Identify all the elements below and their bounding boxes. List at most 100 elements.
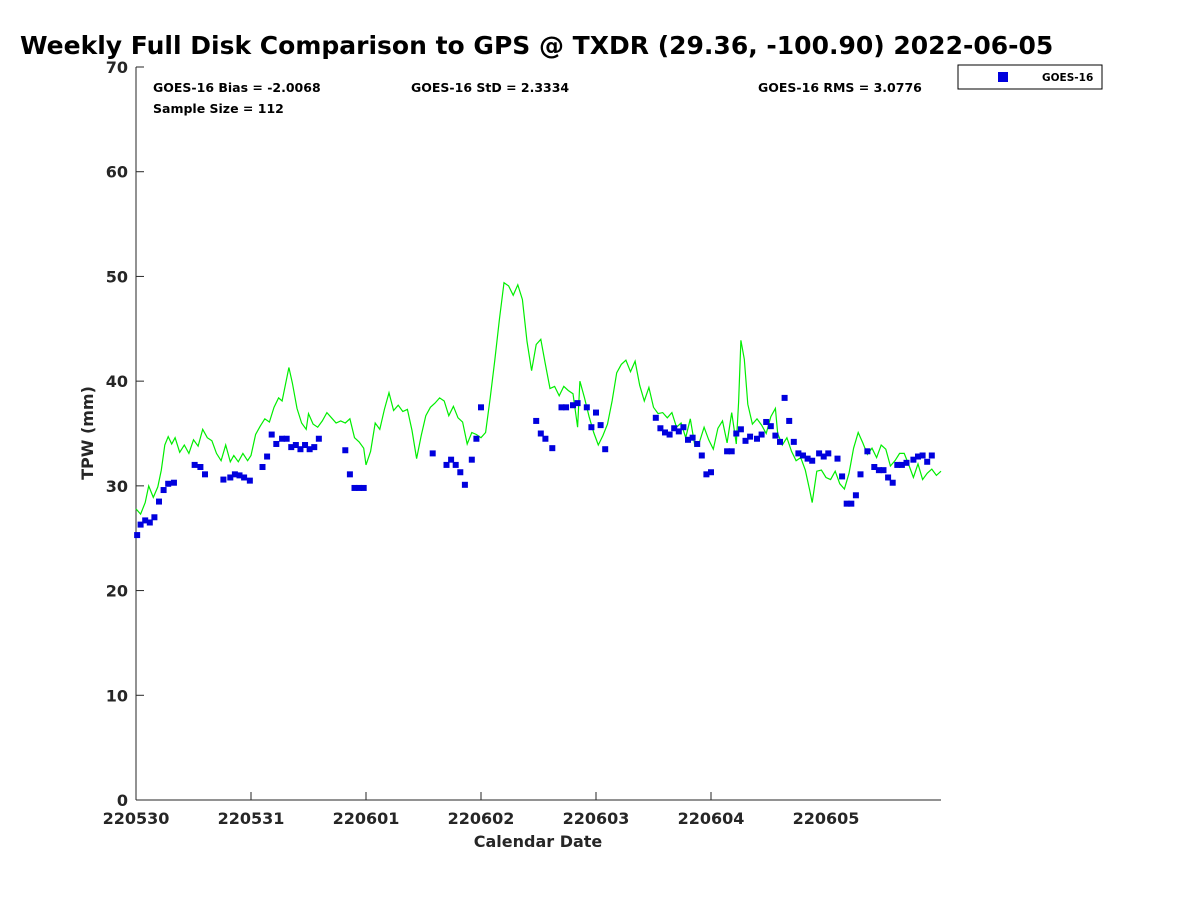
std-stat: GOES-16 StD = 2.3334 xyxy=(411,80,569,95)
x-tick-label: 220603 xyxy=(563,809,630,828)
y-tick-label: 30 xyxy=(106,477,128,496)
legend-box xyxy=(957,64,1103,90)
goes16-point xyxy=(478,404,484,411)
goes16-point xyxy=(843,500,850,507)
goes16-point xyxy=(671,425,678,432)
goes16-point xyxy=(804,455,811,462)
goes16-point xyxy=(360,484,367,491)
goes16-point xyxy=(342,447,349,454)
goes16-point xyxy=(146,519,153,526)
goes16-point xyxy=(790,438,797,445)
goes16-point xyxy=(563,404,570,411)
goes16-point xyxy=(703,471,710,478)
goes16-point xyxy=(292,442,299,449)
x-axis-label: Calendar Date xyxy=(474,832,603,851)
goes16-point xyxy=(315,435,322,442)
goes16-point xyxy=(903,459,910,466)
goes16-point xyxy=(666,431,673,438)
goes16-point xyxy=(273,440,280,447)
goes16-point xyxy=(597,422,604,429)
goes16-point xyxy=(151,514,158,521)
goes16-point xyxy=(885,474,892,481)
goes16-point xyxy=(542,435,549,442)
goes16-point xyxy=(160,487,167,494)
y-tick-label: 70 xyxy=(106,58,128,77)
x-tick-label: 220601 xyxy=(333,809,400,828)
goes16-point xyxy=(356,484,363,491)
goes16-point xyxy=(583,404,590,411)
goes16-point xyxy=(288,444,295,451)
goes16-point xyxy=(231,471,238,478)
goes16-point xyxy=(165,480,172,487)
gps-line xyxy=(135,281,942,516)
goes16-point xyxy=(894,461,901,468)
x-tick-label: 220530 xyxy=(103,809,170,828)
goes16-point xyxy=(443,461,450,468)
goes16-point xyxy=(452,461,459,468)
goes16-point xyxy=(685,436,691,443)
goes16-point xyxy=(772,432,779,439)
legend-marker xyxy=(998,72,1008,82)
goes16-point xyxy=(306,446,313,453)
goes16-point xyxy=(246,477,253,484)
goes16-point xyxy=(733,430,740,437)
goes16-point xyxy=(839,473,846,480)
goes16-point xyxy=(593,409,599,416)
goes16-point xyxy=(457,469,464,476)
chart-title: Weekly Full Disk Comparison to GPS @ TXD… xyxy=(20,31,1053,60)
goes16-point xyxy=(297,446,304,453)
y-tick-label: 50 xyxy=(106,267,128,286)
bias-stat: GOES-16 Bias = -2.0068 xyxy=(153,80,321,95)
goes16-point xyxy=(781,394,788,401)
goes16-point xyxy=(809,457,816,464)
goes16-point xyxy=(302,442,309,449)
goes16-point xyxy=(728,448,735,455)
goes16-point xyxy=(311,444,318,451)
goes16-point xyxy=(875,467,882,474)
y-tick-label: 20 xyxy=(106,582,128,601)
y-axis-label: TPW (mm) xyxy=(78,386,97,480)
plot-area: 0 10 20 30 40 50 60 70 220530 220531 220601 220602 2… xyxy=(103,58,942,828)
goes16-point xyxy=(468,456,475,463)
stats-block: GOES-16 Bias = -2.0068 GOES-16 StD = 2.3… xyxy=(153,80,922,116)
goes16-point xyxy=(915,453,921,460)
goes16-point xyxy=(268,431,275,438)
goes16-point xyxy=(137,521,144,528)
goes16-point xyxy=(197,464,204,471)
goes16-point xyxy=(259,464,266,471)
goes16-point xyxy=(264,453,271,460)
goes16-point xyxy=(848,500,855,507)
y-tick-label: 60 xyxy=(106,163,128,182)
goes16-point xyxy=(574,400,581,407)
legend-label-goes16: GOES-16 xyxy=(1042,72,1093,84)
goes16-point xyxy=(864,448,871,455)
goes16-point xyxy=(662,429,668,436)
goes16-point xyxy=(898,461,905,468)
goes16-point xyxy=(694,440,701,447)
goes16-point xyxy=(588,424,595,431)
goes16-point xyxy=(351,484,358,491)
goes16-point xyxy=(448,456,455,463)
goes16-point xyxy=(800,452,806,459)
goes16-point xyxy=(816,450,823,457)
goes16-point xyxy=(754,435,760,442)
goes16-point xyxy=(825,450,832,457)
rms-stat: GOES-16 RMS = 3.0776 xyxy=(758,80,922,95)
goes16-point xyxy=(834,455,841,462)
x-tick-label: 220605 xyxy=(793,809,860,828)
goes16-point xyxy=(777,438,783,445)
goes16-point xyxy=(283,435,290,442)
y-tick-label: 10 xyxy=(106,686,128,705)
goes16-point xyxy=(429,450,436,457)
goes16-point xyxy=(346,471,353,478)
goes16-point xyxy=(689,434,696,441)
goes16-point xyxy=(758,431,765,438)
goes16-point xyxy=(910,456,917,463)
goes16-point xyxy=(134,532,141,539)
goes16-point xyxy=(279,435,286,442)
goes16-point xyxy=(202,471,208,478)
goes16-point xyxy=(558,404,565,411)
goes16-point xyxy=(928,452,935,459)
goes16-point xyxy=(698,452,705,459)
goes16-point xyxy=(191,461,198,468)
